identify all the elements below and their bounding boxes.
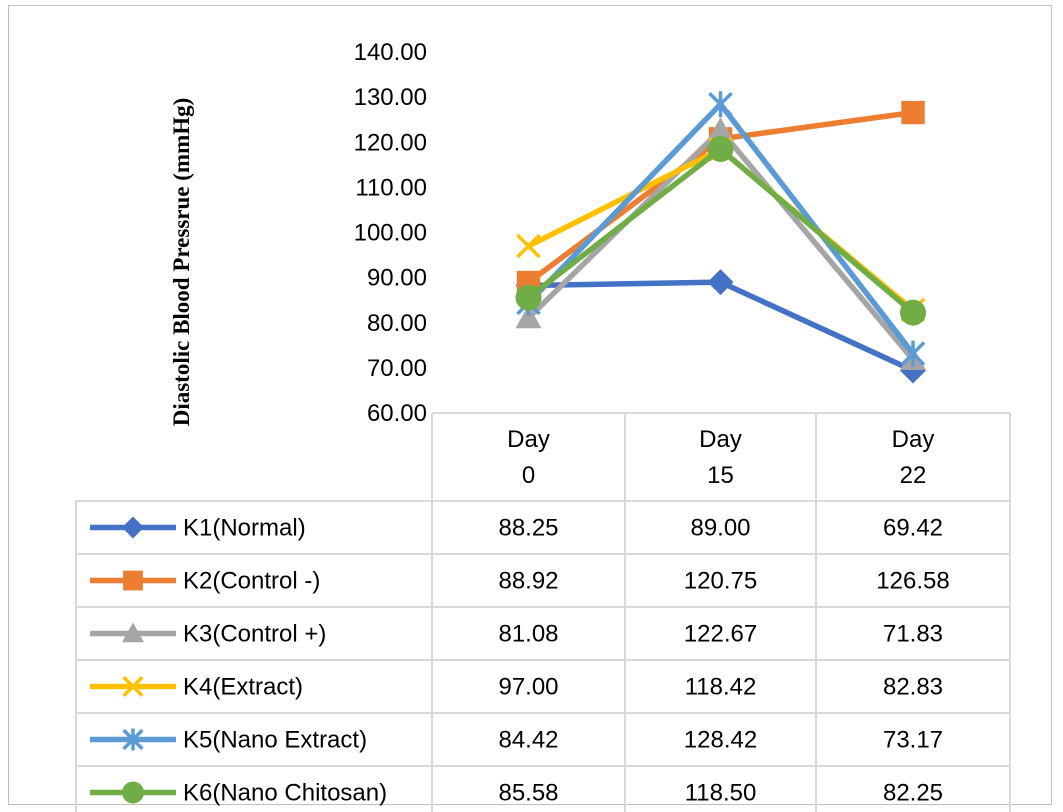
- legend-label: K2(Control -): [183, 568, 320, 595]
- data-table-cell: 81.08: [498, 621, 558, 648]
- data-table-cell: 85.58: [498, 780, 558, 807]
- legend-marker: [122, 516, 144, 539]
- y-tick-label: 60.00: [367, 400, 427, 427]
- chart-frame: [8, 5, 1052, 805]
- data-point: [707, 117, 734, 141]
- data-table-cell: 73.17: [883, 727, 943, 754]
- data-point: [516, 233, 541, 259]
- data-point: [515, 284, 542, 311]
- data-table-cell: 126.58: [876, 568, 949, 595]
- legend-label: K3(Control +): [183, 621, 326, 648]
- y-tick-label: 80.00: [367, 310, 427, 337]
- y-tick-label: 100.00: [354, 220, 427, 247]
- y-tick-label: 130.00: [354, 84, 427, 111]
- data-table-cell: 118.42: [685, 674, 757, 701]
- data-point: [515, 304, 542, 329]
- data-point: [900, 299, 926, 326]
- series-line: [528, 279, 915, 373]
- data-table-cell: 122.67: [684, 621, 757, 648]
- x-category-label: Day: [699, 426, 742, 453]
- y-tick-label: 120.00: [354, 129, 427, 156]
- x-category-label: Day: [892, 426, 935, 453]
- legend-label: K1(Normal): [183, 515, 306, 542]
- data-table-cell: 69.42: [883, 515, 943, 542]
- data-point: [900, 340, 926, 367]
- y-tick-label: 140.00: [354, 39, 427, 66]
- data-table-cell: 82.83: [883, 674, 943, 701]
- x-category-label: 15: [707, 462, 734, 489]
- data-table-cell: 118.50: [685, 780, 757, 807]
- legend-label: K6(Nano Chitosan): [183, 780, 387, 807]
- data-table-cell: 82.25: [883, 780, 943, 807]
- data-table-cell: 71.83: [883, 621, 943, 648]
- y-tick-label: 70.00: [367, 355, 427, 382]
- x-category-label: 22: [900, 462, 927, 489]
- y-tick-label: 110.00: [355, 174, 427, 201]
- x-category-label: 0: [522, 462, 535, 489]
- legend-marker: [122, 781, 144, 804]
- data-point: [707, 136, 734, 163]
- data-table-cell: 128.42: [684, 727, 757, 754]
- data-table-cell: 88.25: [498, 515, 558, 542]
- legend-marker: [122, 728, 144, 751]
- legend-label: K4(Extract): [183, 674, 303, 701]
- y-tick-label: 90.00: [367, 265, 427, 292]
- data-point: [707, 269, 734, 296]
- data-table-cell: 89.00: [690, 515, 750, 542]
- data-table-cell: 120.75: [684, 568, 757, 595]
- data-table-cell: 97.00: [498, 674, 558, 701]
- data-point: [708, 91, 733, 118]
- legend-label: K5(Nano Extract): [183, 727, 367, 754]
- x-category-label: Day: [507, 426, 550, 453]
- data-point: [901, 100, 925, 125]
- data-table-cell: 84.42: [498, 727, 558, 754]
- legend-marker: [122, 622, 144, 643]
- legend-marker: [123, 570, 143, 591]
- legend-marker: [122, 675, 144, 698]
- data-table-cell: 88.92: [498, 568, 558, 595]
